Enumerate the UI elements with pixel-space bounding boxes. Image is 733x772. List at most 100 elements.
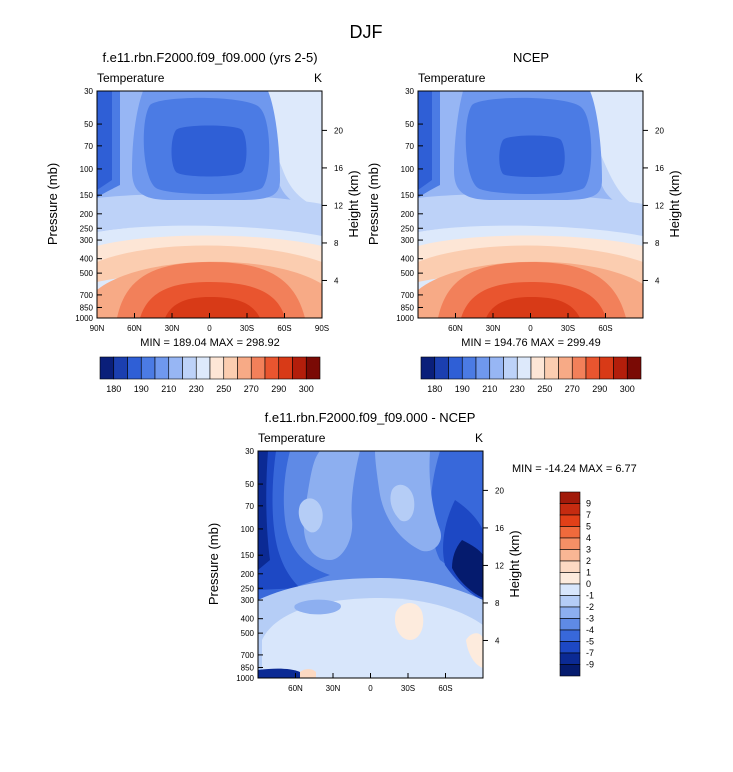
- panel-ncep-variable-label: Temperature: [418, 71, 486, 85]
- colorbar-label: 3: [586, 545, 591, 555]
- panel-difference-axes: 30 50 70 100 150 200 250 300 400 500 700 850 1000 20 1…: [236, 447, 504, 693]
- latitude-tick-label: 30S: [240, 324, 254, 333]
- colorbar-swatch: [599, 356, 614, 380]
- height-tick-label: 4: [495, 636, 500, 645]
- height-tick-label: 4: [655, 276, 660, 285]
- pressure-tick-label: 70: [405, 142, 414, 151]
- colorbar-swatch: [503, 356, 518, 380]
- colorbar-swatch: [626, 356, 642, 380]
- colorbar-swatch: [99, 356, 115, 380]
- colorbar-swatch: [305, 356, 321, 380]
- colorbar-swatch: [559, 526, 581, 539]
- panel-model-title: f.e11.rbn.F2000.f09_f09.000 (yrs 2-5): [102, 50, 317, 65]
- contour-band-190: [499, 135, 565, 177]
- colorbar-label: -1: [586, 591, 594, 601]
- latitude-tick-label: 0: [207, 324, 212, 333]
- colorbar-label: 0: [586, 579, 591, 589]
- panel-model: f.e11.rbn.F2000.f09_f09.000 (yrs 2-5) Te…: [45, 50, 361, 394]
- colorbar-swatch: [530, 356, 546, 380]
- colorbar-swatch: [420, 356, 436, 380]
- contour-band-minus-3: [303, 451, 360, 560]
- latitude-tick-label: 90N: [90, 324, 105, 333]
- panel-difference-colorbar: 97 54 32 10 -1-2 -3-4 -5-7 -9: [559, 491, 594, 677]
- pressure-tick-label: 150: [241, 551, 255, 560]
- latitude-tick-label: 30N: [165, 324, 180, 333]
- colorbar-swatch: [154, 356, 170, 380]
- pressure-tick-label: 700: [401, 291, 415, 300]
- colorbar-label: 190: [134, 384, 149, 394]
- colorbar-label: 290: [271, 384, 286, 394]
- colorbar-swatch: [113, 356, 128, 380]
- pressure-tick-label: 100: [80, 165, 94, 174]
- pressure-tick-label: 300: [401, 236, 415, 245]
- pressure-tick-label: 200: [80, 210, 94, 219]
- pressure-tick-label: 30: [405, 87, 414, 96]
- panel-model-units-label: K: [314, 71, 322, 85]
- pressure-tick-label: 850: [241, 663, 255, 672]
- colorbar-label: -3: [586, 614, 594, 624]
- height-tick-label: 16: [655, 164, 664, 173]
- contour-band-polar-coldest: [418, 91, 432, 190]
- colorbar-label: -2: [586, 602, 594, 612]
- pressure-tick-label: 70: [245, 502, 254, 511]
- pressure-tick-label: 1000: [236, 674, 254, 683]
- pressure-tick-label: 250: [241, 584, 255, 593]
- latitude-tick-label: 30N: [326, 684, 341, 693]
- latitude-tick-label: 60S: [277, 324, 291, 333]
- pressure-tick-label: 1000: [396, 314, 414, 323]
- colorbar-label: 190: [455, 384, 470, 394]
- contour-band-1-surface: [300, 669, 316, 678]
- height-tick-label: 4: [334, 276, 339, 285]
- pressure-tick-label: 500: [80, 269, 94, 278]
- colorbar-label: 250: [537, 384, 552, 394]
- contour-band-tropopause: [418, 194, 643, 240]
- colorbar-swatch: [559, 583, 581, 596]
- colorbar-swatch: [559, 641, 581, 654]
- height-tick-label: 8: [655, 239, 660, 248]
- panel-ncep-title: NCEP: [513, 50, 549, 65]
- contour-band-minus-2-mid: [390, 484, 415, 522]
- colorbar-label: 230: [510, 384, 525, 394]
- colorbar-swatch: [168, 356, 183, 380]
- colorbar-label: 300: [299, 384, 314, 394]
- pressure-tick-label: 1000: [75, 314, 93, 323]
- colorbar-swatch: [448, 356, 463, 380]
- panel-difference-ylabel: Pressure (mb): [206, 523, 221, 605]
- contour-band-295: [486, 297, 580, 318]
- height-tick-label: 20: [495, 486, 504, 495]
- panel-difference-contour-field: [258, 451, 483, 678]
- colorbar-swatch: [209, 356, 225, 380]
- pressure-tick-label: 50: [84, 120, 93, 129]
- panel-difference-variable-label: Temperature: [258, 431, 326, 445]
- pressure-tick-label: 300: [80, 236, 94, 245]
- height-tick-label: 16: [334, 164, 343, 173]
- pressure-tick-label: 250: [401, 224, 415, 233]
- colorbar-swatch: [558, 356, 573, 380]
- latitude-tick-label: 60N: [448, 324, 463, 333]
- contour-band-minus-9: [258, 451, 270, 570]
- contour-band-190: [171, 125, 247, 177]
- height-tick-label: 20: [655, 126, 664, 135]
- colorbar-label: 9: [586, 499, 591, 509]
- colorbar-swatch: [585, 356, 601, 380]
- colorbar-swatch: [250, 356, 266, 380]
- pressure-tick-label: 250: [80, 224, 94, 233]
- pressure-tick-label: 50: [245, 480, 254, 489]
- panel-model-ylabel: Pressure (mb): [45, 163, 60, 245]
- colorbar-swatch: [182, 356, 197, 380]
- latitude-tick-label: 60N: [288, 684, 303, 693]
- page-title: DJF: [350, 22, 383, 42]
- panel-ncep-ylabel-right: Height (km): [667, 170, 682, 237]
- contour-band-0-south: [466, 633, 483, 668]
- colorbar-label: 5: [586, 522, 591, 532]
- panel-ncep-min-max: MIN = 194.76 MAX = 299.49: [461, 337, 600, 349]
- panel-ncep: NCEP Temperature K: [366, 50, 682, 394]
- colorbar-label: -4: [586, 625, 594, 635]
- panel-ncep-contour-field: [418, 91, 643, 318]
- latitude-tick-label: 30S: [401, 684, 415, 693]
- colorbar-swatch: [292, 356, 307, 380]
- pressure-tick-label: 700: [80, 291, 94, 300]
- colorbar-swatch: [475, 356, 491, 380]
- contour-band-minus-3-low: [294, 599, 341, 615]
- height-tick-label: 12: [655, 201, 664, 210]
